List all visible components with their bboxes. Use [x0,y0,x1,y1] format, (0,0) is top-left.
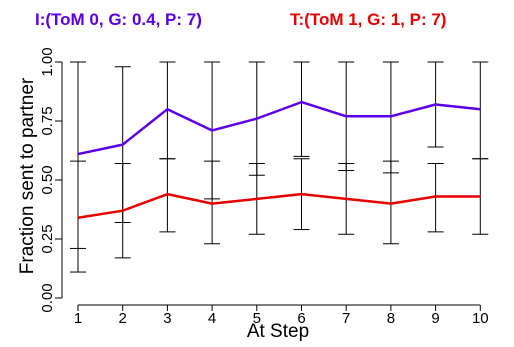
y-axis: 0.00 0.25 0.50 0.75 1.00 [39,47,63,313]
y-axis-label: Fraction sent to partner [17,77,38,274]
x-tick-label: 3 [163,310,171,327]
x-tick-label: 5 [253,310,261,327]
x-tick-label: 6 [297,310,305,327]
x-axis-label: At Step [247,321,309,342]
series-line-1 [77,100,481,156]
y-tick-label: 0.75 [39,106,56,135]
y-tick-label: 0.00 [39,283,56,312]
x-tick-label: 9 [431,310,439,327]
plot-area [70,61,489,273]
x-tick-label: 7 [342,310,350,327]
y-tick-label: 1.00 [39,47,56,76]
x-axis: 1 2 3 4 5 6 7 8 9 10 [74,304,489,327]
legend-entry-1: I:(ToM 0, G: 0.4, P: 7) [35,10,202,29]
x-tick-label: 2 [119,310,127,327]
y-tick-label: 0.25 [39,224,56,253]
x-tick-label: 1 [74,310,82,327]
legend: I:(ToM 0, G: 0.4, P: 7) T:(ToM 1, G: 1, … [35,10,446,29]
x-tick-label: 8 [387,310,395,327]
legend-entry-2: T:(ToM 1, G: 1, P: 7) [290,10,446,29]
y-tick-label: 0.50 [39,165,56,194]
x-tick-label: 10 [472,310,489,327]
x-tick-label: 4 [208,310,216,327]
series-line-2 [77,192,481,219]
